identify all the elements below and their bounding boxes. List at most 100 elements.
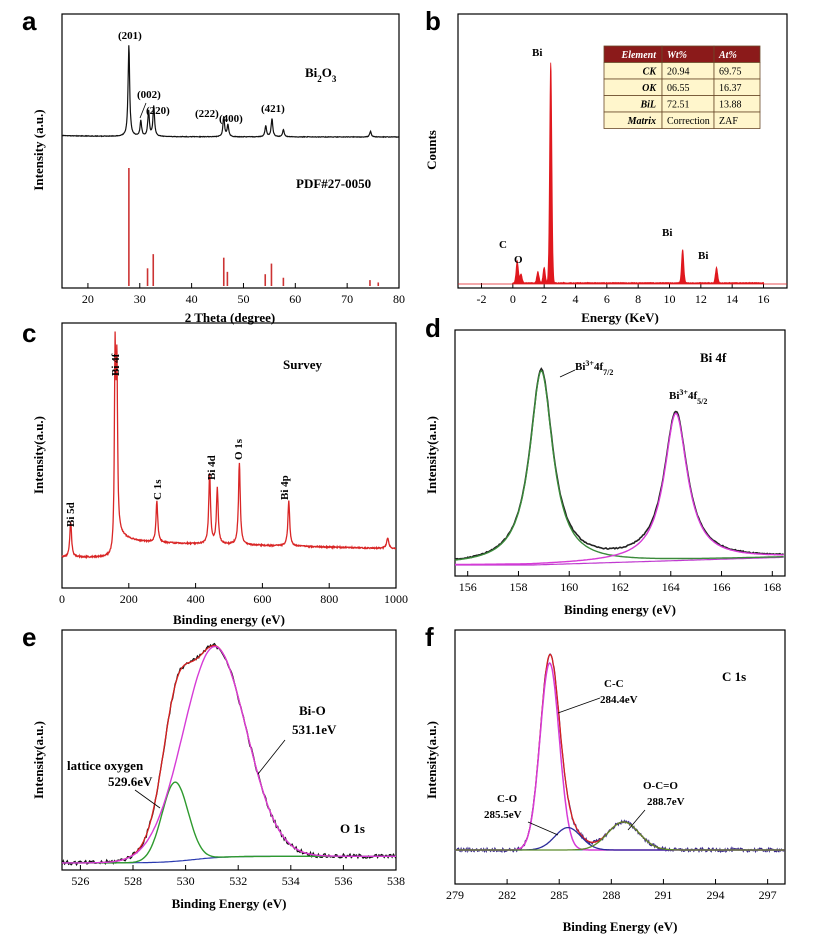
panel-label-a: a <box>22 6 37 36</box>
x-tick-label: 526 <box>71 874 89 888</box>
panel-title-bi4f: Bi 4f <box>700 350 727 365</box>
x-tick-label: 538 <box>387 874 405 888</box>
x-tick-label: 6 <box>604 292 610 306</box>
x-tick-label: 291 <box>654 888 672 902</box>
x-tick-label: 16 <box>758 292 770 306</box>
x-tick-label: 14 <box>726 292 738 306</box>
panel-b: b -2 0 2 4 6 8 10 12 14 16 CO Bi Bi Bi Element Wt% At%… <box>424 6 788 325</box>
plot-frame-b <box>457 13 788 289</box>
c-o-label: C-O <box>497 793 518 805</box>
panel-label-b: b <box>425 6 441 36</box>
x-ticks-d: 156 158 160 162 164 166 168 <box>459 571 781 594</box>
x-ticks-e: 526 528 530 532 534 536 538 <box>71 865 405 888</box>
bi4f-peak-annotation: Bi3+4f5/2 <box>669 388 707 406</box>
bi4f-raw-data-line <box>454 367 784 561</box>
x-tick-label: 1000 <box>384 592 408 606</box>
peak-annotation: (220) <box>146 105 170 117</box>
x-tick-label: 0 <box>59 592 65 606</box>
table-cell-text: BiL <box>639 100 656 111</box>
x-tick-label: 600 <box>253 592 271 606</box>
x-tick-label: 40 <box>186 292 198 306</box>
table-cell-text: Wt% <box>667 50 687 61</box>
peak-annotation: (421) <box>261 103 285 115</box>
x-ticks-a: 20 30 40 50 60 70 80 <box>82 283 405 306</box>
x-tick-label: 528 <box>124 874 142 888</box>
x-tick-label: 80 <box>393 292 405 306</box>
eds-peak-label: Bi <box>698 250 708 262</box>
table-cell <box>713 111 761 129</box>
x-tick-label: 200 <box>120 592 138 606</box>
y-axis-title-e: Intensity(a.u.) <box>31 721 46 799</box>
plot-frame-c <box>61 322 397 589</box>
table-cell-text: CK <box>643 67 658 78</box>
eds-peak-label: C <box>499 239 507 251</box>
x-tick-label: 534 <box>282 874 300 888</box>
c1s-annotations: C-C 284.4eV C-O 285.5eV O-C=O 288.7eV <box>484 678 685 836</box>
x-axis-title-c: Binding energy (eV) <box>173 612 285 627</box>
x-tick-label: 156 <box>459 580 477 594</box>
survey-peak-label: Bi 4d <box>206 455 218 480</box>
c-o-value: 285.5eV <box>484 809 522 821</box>
y-axis-title-a: Intensity (a.u.) <box>31 109 46 190</box>
panel-a: a 20 30 40 50 60 70 80 (201) (002) (220) (222) (40… <box>22 6 405 325</box>
xrd-pattern-line <box>61 45 400 139</box>
y-axis-title-d: Intensity(a.u.) <box>424 416 439 494</box>
x-ticks-c: 0 200 400 600 800 1000 <box>59 583 408 606</box>
panel-e: e 526 528 530 532 534 536 538 lattice oxygen52… <box>22 622 405 911</box>
x-tick-label: 400 <box>187 592 205 606</box>
annotation-leader <box>139 102 147 119</box>
eds-peak-label: Bi <box>662 227 672 239</box>
x-tick-label: 282 <box>498 888 516 902</box>
x-tick-label: 536 <box>334 874 352 888</box>
x-tick-label: 160 <box>560 580 578 594</box>
survey-peak-label: Bi 4p <box>279 475 291 500</box>
c1s-fit-lines <box>454 653 785 854</box>
table-cell-text: 72.51 <box>667 100 690 111</box>
x-tick-label: 4 <box>573 292 579 306</box>
table-cell-text: Element <box>621 50 658 61</box>
sample-label-bi2o3: Bi2O3 <box>305 65 337 84</box>
x-tick-label: 30 <box>134 292 146 306</box>
annotation-leader <box>627 809 646 831</box>
c-o-fit-line <box>455 826 785 851</box>
xps-survey-line <box>61 331 396 560</box>
plot-frame-f <box>454 629 786 885</box>
panel-title-o1s: O 1s <box>340 821 365 836</box>
x-tick-label: 10 <box>664 292 676 306</box>
x-tick-label: 166 <box>713 580 731 594</box>
survey-peak-label: O 1s <box>233 438 245 460</box>
annotation-leader <box>257 739 286 775</box>
x-tick-label: 70 <box>341 292 353 306</box>
eds-peak-label: O <box>514 254 523 266</box>
eds-spectrum <box>458 62 787 285</box>
x-tick-label: 168 <box>763 580 781 594</box>
bi4f-annotations: Bi3+4f7/2 Bi3+4f5/2 <box>559 359 707 406</box>
y-axis-title-c: Intensity(a.u.) <box>31 416 46 494</box>
table-cell-text: Correction <box>667 116 710 127</box>
panel-title-c1s: C 1s <box>722 669 746 684</box>
x-tick-label: 164 <box>662 580 680 594</box>
bi-o-value: 531.1eV <box>292 722 337 737</box>
table-cell-text: 20.94 <box>667 67 690 78</box>
c-c-value: 284.4eV <box>600 694 638 706</box>
x-tick-label: 532 <box>229 874 247 888</box>
x-tick-label: 0 <box>510 292 516 306</box>
bi4f52-fit-line <box>455 412 784 566</box>
y-axis-title-f: Intensity(a.u.) <box>424 721 439 799</box>
x-axis-title-e: Binding Energy (eV) <box>172 896 287 911</box>
x-tick-label: 294 <box>707 888 725 902</box>
annotation-leader <box>527 821 559 836</box>
survey-peak-labels: Bi 5d Bi 4f C 1s Bi 4d O 1s Bi 4p <box>65 353 291 527</box>
x-axis-title-a: 2 Theta (degree) <box>185 310 276 325</box>
peak-annotations-a: (201) (002) (220) (222) (400) (421) <box>118 30 285 125</box>
pdf-card-label: PDF#27-0050 <box>296 176 371 191</box>
x-tick-label: 158 <box>509 580 527 594</box>
composition-table: Element Wt% At% CK 20.94 69.75 OK 06.55 16.37 BiL… <box>603 45 761 129</box>
table-cell-text: 69.75 <box>719 67 742 78</box>
x-tick-label: 530 <box>177 874 195 888</box>
x-tick-label: 288 <box>602 888 620 902</box>
bi4f-fit-lines <box>454 367 784 566</box>
x-tick-label: 279 <box>446 888 464 902</box>
x-tick-label: -2 <box>477 292 487 306</box>
